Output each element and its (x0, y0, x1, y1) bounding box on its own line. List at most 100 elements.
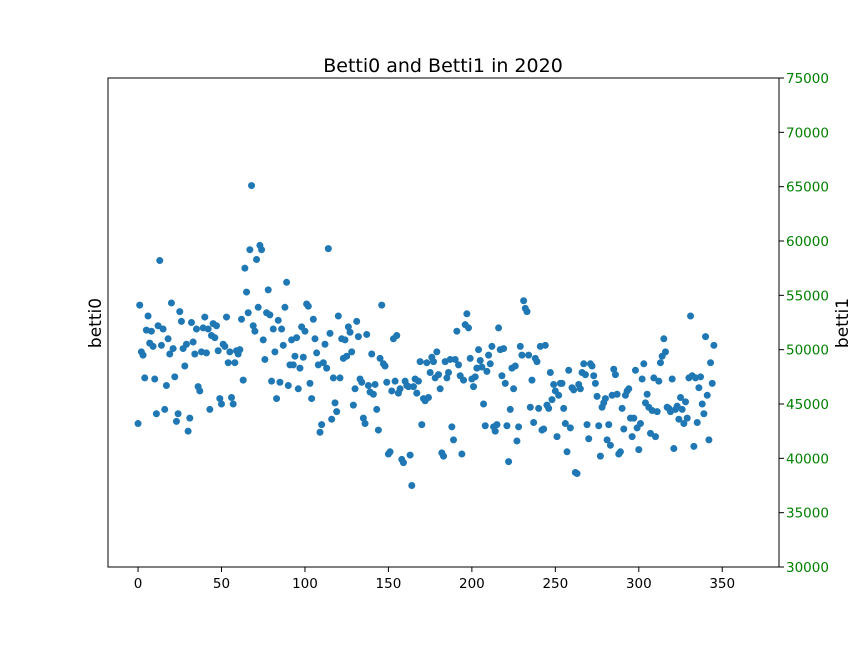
data-point (480, 400, 488, 408)
data-point (495, 324, 503, 332)
data-point (141, 374, 149, 382)
data-point (333, 408, 341, 416)
data-point (159, 325, 167, 333)
data-point (476, 357, 484, 365)
data-point (406, 451, 414, 459)
data-point (455, 361, 463, 369)
data-point (605, 421, 613, 429)
data-point (308, 395, 316, 403)
data-point (581, 371, 589, 379)
x-tick-label: 0 (134, 576, 143, 592)
data-point (166, 350, 174, 358)
chart-title: Betti0 and Betti1 in 2020 (323, 55, 563, 77)
data-point (563, 448, 571, 456)
data-point (348, 348, 356, 356)
y-axis-label: betti0 (86, 298, 106, 348)
data-point (601, 395, 609, 403)
data-point (378, 301, 386, 309)
y2-tick-label: 30000 (786, 560, 829, 576)
data-point (418, 421, 426, 429)
data-point (328, 415, 336, 423)
data-point (656, 359, 664, 367)
data-point (154, 322, 162, 330)
data-point (363, 330, 371, 338)
data-point (172, 417, 180, 425)
data-point (243, 288, 251, 296)
data-point (228, 393, 236, 401)
data-point (463, 310, 471, 318)
data-point (251, 327, 259, 335)
data-point (149, 342, 157, 350)
data-point (471, 373, 479, 381)
data-point (236, 346, 244, 354)
data-point (590, 372, 598, 380)
data-point (224, 359, 232, 367)
data-point (558, 379, 566, 387)
data-point (451, 355, 459, 363)
data-point (409, 383, 417, 391)
data-point (651, 433, 659, 441)
data-point (259, 336, 267, 344)
data-point (708, 379, 716, 387)
data-point (202, 349, 210, 357)
data-point (702, 333, 710, 341)
data-point (506, 405, 514, 413)
data-point (434, 371, 442, 379)
data-point (540, 425, 548, 433)
data-point (429, 358, 437, 366)
data-point (344, 323, 352, 331)
data-point (241, 264, 249, 272)
data-point (670, 445, 678, 453)
data-point (374, 426, 382, 434)
data-point (331, 399, 339, 407)
data-point (336, 374, 344, 382)
data-point (391, 377, 399, 385)
data-point (186, 414, 194, 422)
points-layer (134, 182, 718, 489)
data-point (655, 377, 663, 385)
data-point (500, 345, 508, 353)
data-point (376, 354, 384, 362)
data-point (620, 425, 628, 433)
data-point (636, 420, 644, 428)
data-point (638, 375, 646, 383)
data-point (446, 355, 454, 363)
data-point (171, 373, 179, 381)
data-point (486, 360, 494, 368)
data-point (258, 246, 266, 254)
data-point (625, 385, 633, 393)
data-point (211, 334, 219, 342)
data-point (276, 378, 284, 386)
data-point (548, 396, 556, 404)
x-axis: 0 50 100 150 200 250 300 350 (134, 567, 735, 592)
data-point (181, 362, 189, 370)
data-point (426, 368, 434, 376)
data-point (460, 376, 468, 384)
data-point (221, 342, 229, 350)
x-tick-label: 250 (542, 576, 568, 592)
data-point (271, 348, 279, 356)
data-point (555, 391, 563, 399)
data-point (313, 349, 321, 357)
data-point (177, 317, 185, 325)
data-point (269, 325, 277, 333)
data-point (693, 418, 701, 426)
data-point (248, 182, 256, 190)
data-point (414, 377, 422, 385)
data-point (278, 325, 286, 333)
data-point (493, 421, 501, 429)
data-point (216, 395, 224, 403)
data-point (294, 385, 302, 393)
data-point (513, 437, 521, 445)
data-point (423, 359, 431, 367)
data-point (244, 309, 252, 317)
y2-tick-label: 45000 (786, 397, 829, 413)
data-point (182, 340, 190, 348)
data-point (399, 459, 407, 467)
data-point (196, 387, 204, 395)
data-point (191, 350, 199, 358)
data-point (319, 359, 327, 367)
data-point (184, 427, 192, 435)
